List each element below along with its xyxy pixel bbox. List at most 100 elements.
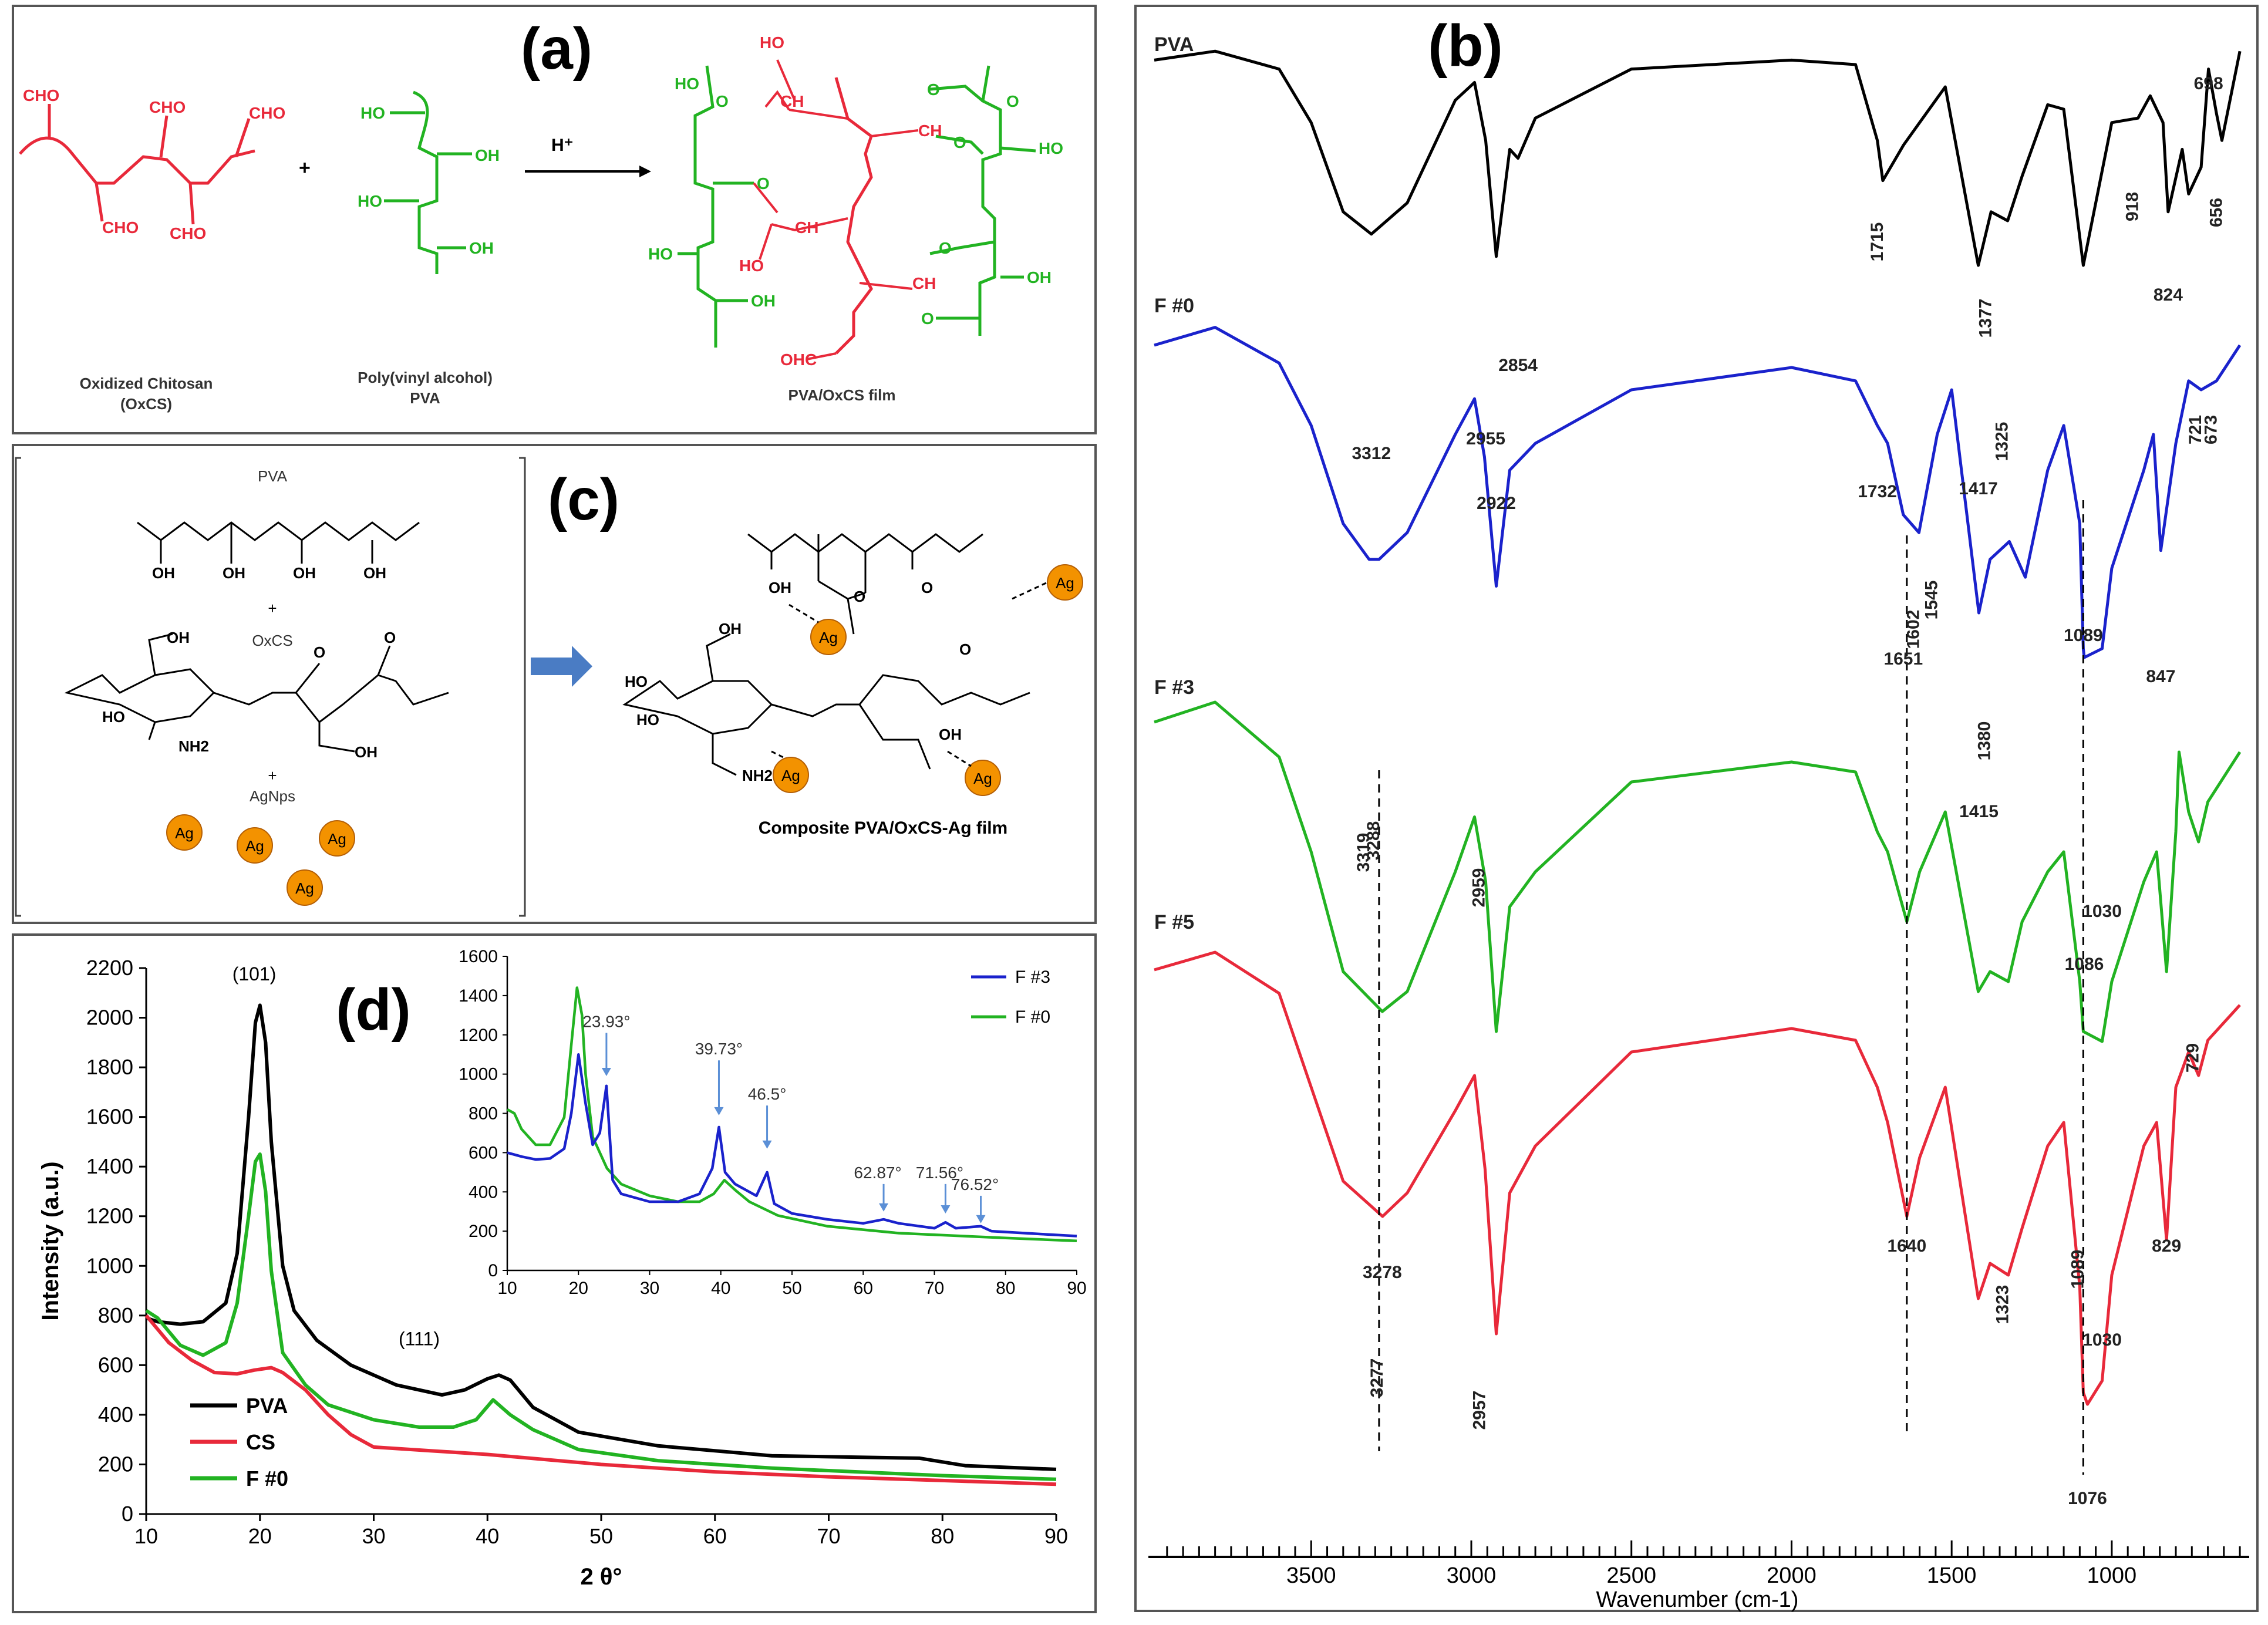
plus-c2: + (268, 767, 277, 784)
prod-o-3: O (927, 80, 940, 99)
xrd-x-tick-label: 80 (931, 1524, 954, 1548)
xrd-series-f0 (145, 1152, 1057, 1481)
xrd-y-tick-label: 1000 (86, 1253, 133, 1277)
svg-text:Ag: Ag (819, 629, 838, 646)
ftir-series-pva (1154, 49, 2242, 267)
svg-text:Ag: Ag (295, 879, 314, 897)
prod-ho-3: HO (1039, 139, 1063, 157)
inset-series-f0 (506, 986, 1077, 1243)
ftir-peak-label: 1030 (2082, 902, 2122, 921)
ftir-xlabel: Wavenumber (cm-1) (1596, 1587, 1799, 1612)
pva-ho-1: HO (360, 104, 385, 122)
xrd-legend-label: PVA (246, 1394, 288, 1418)
inset-y-tick-label: 1200 (459, 1026, 498, 1045)
inset-y-tick-label: 0 (488, 1261, 498, 1280)
ftir-peak-label: 2959 (1469, 868, 1488, 908)
xrd-y-label: Intensity (a.u.) (38, 1161, 63, 1320)
composite-arrow (531, 646, 592, 687)
ftir-peak-label: 3288 (1364, 821, 1383, 861)
ftir-peak-label: 918 (2123, 192, 2142, 221)
prod-o-6: O (921, 309, 934, 328)
inset-peak-label: 46.5° (748, 1085, 787, 1103)
inset-peak-arrowhead (879, 1203, 889, 1212)
xrd-y-tick-label: 2000 (86, 1006, 133, 1030)
inset-legend-label: F #0 (1015, 1007, 1050, 1027)
agnp-group: Ag Ag Ag Ag (166, 814, 355, 906)
ftir-peak-label: 3278 (1363, 1263, 1402, 1282)
composite-ag: Ag Ag Ag Ag (771, 564, 1083, 796)
panel-a-letter: (a) (521, 16, 592, 82)
plus-a1: + (299, 157, 311, 179)
panel-d: (d) 0 200 400 600 800 1000 1200 1400 1600 1800 200… (12, 933, 1097, 1613)
xrd-y-tick-label: 800 (98, 1303, 133, 1327)
xrd-x-tick-label: 40 (476, 1524, 499, 1548)
oxcs-cho-4: CHO (170, 224, 206, 242)
ftir-series-f3 (1154, 700, 2242, 1043)
inset-peak-arrowhead (714, 1107, 724, 1115)
inset-peak-label: 39.73° (695, 1040, 743, 1058)
xrd-legend-label: CS (246, 1430, 275, 1454)
xrd-series-pva (146, 1003, 1057, 1471)
ftir-peak-label: 2854 (1498, 356, 1538, 375)
comp-oh-2: OH (769, 579, 791, 596)
inset-y-tick-label: 200 (469, 1222, 498, 1241)
xrd-y-tick-label: 2200 (86, 956, 133, 980)
inset-peak-arrowhead (976, 1215, 986, 1223)
ftir-peak-label: 1545 (1922, 581, 1942, 620)
ftir-peak-label: 721 (2186, 415, 2205, 444)
xrd-y-tick-label: 1400 (86, 1154, 133, 1178)
pva-oh-2: OH (469, 239, 494, 257)
prod-o-4: O (953, 133, 966, 151)
ftir-peak-label: 1732 (1858, 482, 1897, 501)
oxcs-nh2: NH2 (178, 737, 209, 755)
xrd-y-tick-label: 600 (98, 1353, 133, 1377)
ftir-peak-label: 1089 (2064, 626, 2103, 645)
composite-skeleton (622, 533, 1030, 776)
pva-ho-2: HO (358, 192, 382, 210)
xrd-y-tick-label: 0 (122, 1502, 133, 1526)
inset-peak-label: 76.52° (951, 1175, 999, 1194)
prod-o-1: O (716, 92, 729, 110)
inset-x-tick-label: 10 (497, 1279, 517, 1298)
ftir-x-tick-label: 1500 (1927, 1563, 1977, 1588)
ftir-peak-label: 3312 (1352, 444, 1391, 463)
comp-ho-2: HO (636, 711, 659, 729)
pva-skeleton (137, 521, 420, 564)
panel-b-letter: (b) (1428, 13, 1503, 79)
xrd-peak-101: (101) (232, 963, 277, 985)
ftir-peak-label: 673 (2201, 415, 2220, 444)
prod-oh-1: OH (751, 292, 776, 310)
inset-legend-label: F #3 (1015, 967, 1050, 987)
oxcs-chain (19, 136, 255, 185)
inset-x-tick-label: 60 (854, 1279, 873, 1298)
inset-series-f3 (507, 1053, 1077, 1238)
ftir-peak-label: 1377 (1976, 299, 1995, 338)
ftir-series-f0 (1154, 326, 2242, 659)
ftir-peak-label: 698 (2194, 74, 2223, 93)
oxcs-oh-1: OH (167, 629, 190, 646)
inset-x-tick-label: 20 (569, 1279, 588, 1298)
pva-oh-1: OH (475, 146, 500, 164)
oxcs-o-2: O (384, 629, 396, 646)
ftir-peak-label: 1325 (1993, 422, 2012, 461)
comp-nh2: NH2 (742, 767, 773, 784)
composite-label: Composite PVA/OxCS-Ag film (759, 818, 1007, 838)
ftir-peak-label: 1089 (2068, 1250, 2087, 1289)
inset-y-tick-label: 1000 (459, 1065, 498, 1084)
xrd-x-tick-label: 10 (134, 1524, 158, 1548)
ftir-series-label: F #5 (1154, 911, 1194, 933)
panel-a: (a) CHO CHO CHO CHO CHO + HO OH HO OH H⁺ (12, 5, 1097, 434)
xrd-x-tick-label: 60 (703, 1524, 727, 1548)
arrow-label: H⁺ (551, 136, 574, 155)
label-pva-2: PVA (410, 389, 440, 407)
oxcs-ho: HO (102, 708, 125, 726)
prod-ch-1: CH (780, 92, 804, 110)
xrd-x-tick-label: 50 (589, 1524, 613, 1548)
pva-oh-3: OH (293, 564, 316, 582)
ftir-series-label: F #0 (1154, 295, 1194, 317)
pva-oh-2: OH (223, 564, 245, 582)
ftir-peak-label: 829 (2152, 1236, 2181, 1256)
ftir-x-tick-label: 2000 (1767, 1563, 1817, 1588)
ftir-series-label: PVA (1154, 33, 1194, 56)
pva-chain (413, 90, 439, 274)
